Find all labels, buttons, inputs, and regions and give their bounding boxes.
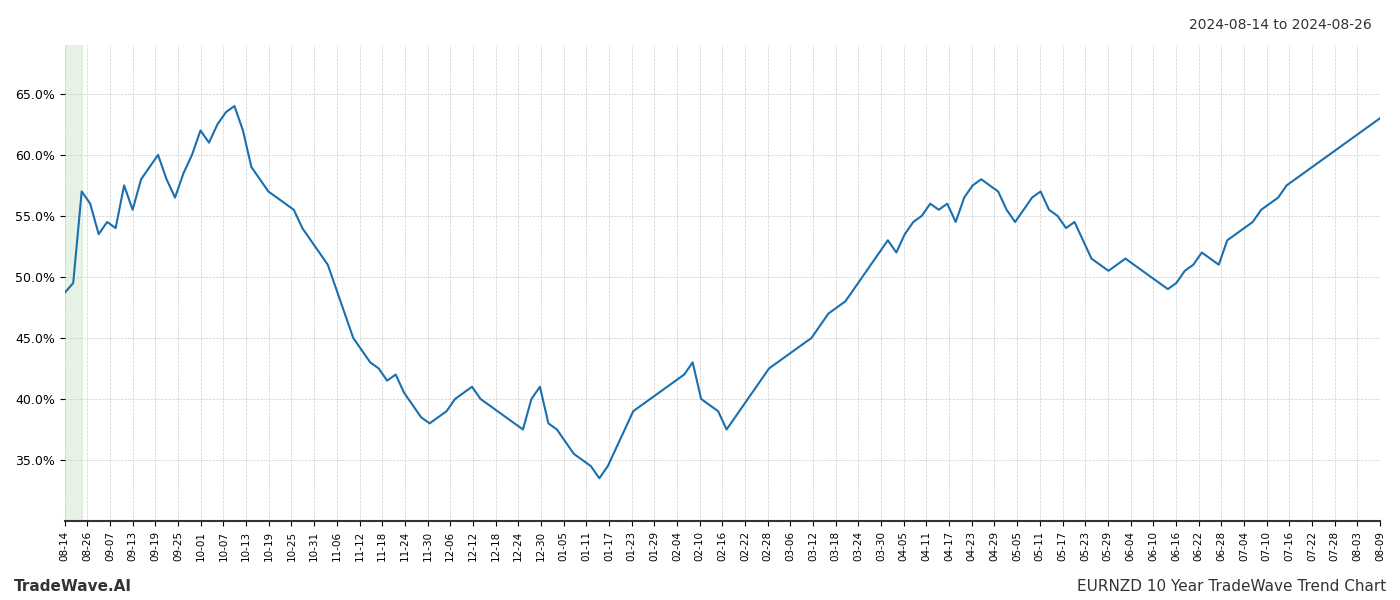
Text: TradeWave.AI: TradeWave.AI <box>14 579 132 594</box>
Bar <box>64 45 81 521</box>
Text: EURNZD 10 Year TradeWave Trend Chart: EURNZD 10 Year TradeWave Trend Chart <box>1077 579 1386 594</box>
Text: 2024-08-14 to 2024-08-26: 2024-08-14 to 2024-08-26 <box>1189 18 1372 32</box>
